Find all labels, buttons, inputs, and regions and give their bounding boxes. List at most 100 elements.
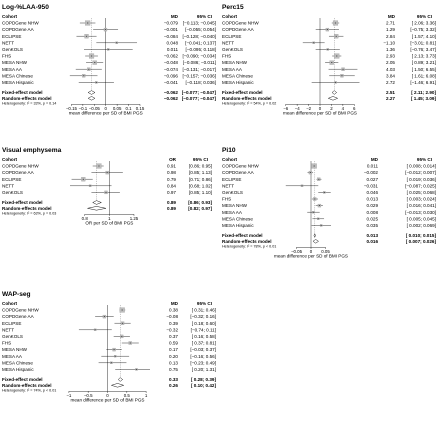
study-estimate: 2.84 <box>386 34 395 39</box>
study-ci: [−0.131; −0.017] <box>183 67 216 72</box>
study-ci: [−0.157; −0.036] <box>183 73 216 78</box>
x-tick-label: 6 <box>353 106 356 111</box>
x-tick-label: −0.05 <box>89 106 101 111</box>
study-ci: [ 0.002; 0.069] <box>407 223 436 228</box>
study-ci: [ 1.61; 6.08] <box>412 73 436 78</box>
study-ci: [ 0.20; 1.31] <box>192 367 216 372</box>
study-label: FHS <box>2 54 11 59</box>
study-ci: [−0.113; −0.045] <box>183 21 216 26</box>
study-estimate: 0.027 <box>367 177 379 182</box>
x-tick-label: −0.5 <box>84 393 93 398</box>
study-estimate: 0.97 <box>167 190 176 195</box>
x-tick-label: 0 <box>310 249 313 254</box>
study-ci: [−0.16; 0.56] <box>190 354 216 359</box>
study-ci: [−0.32; 0.16] <box>190 314 216 319</box>
study-ci: [−0.74; 0.11] <box>191 327 216 332</box>
study-label: MESA AA <box>2 67 23 72</box>
study-label: COPDGene NHW <box>2 21 39 26</box>
study-estimate: 2.71 <box>386 21 395 26</box>
study-label: FHS <box>222 54 231 59</box>
study-label: MESA Hispanic <box>2 367 34 372</box>
study-label: MESA Chinese <box>222 216 253 221</box>
study-estimate: −0.079 <box>164 21 179 26</box>
study-label: GenKOLS <box>2 47 23 52</box>
study-estimate: 0.029 <box>367 203 379 208</box>
study-estimate: 0.013 <box>367 197 379 202</box>
study-label: GenKOLS <box>2 190 23 195</box>
study-ci: [−0.012; 0.007] <box>405 170 436 175</box>
random-effect-diamond <box>87 96 96 101</box>
study-estimate: 0.38 <box>169 308 178 313</box>
heterogeneity-text: Heterogeneity: I² = 74%, p < 0.01 <box>2 389 56 393</box>
study-estimate: 0.79 <box>167 177 176 182</box>
study-estimate: 1.29 <box>386 27 395 32</box>
study-estimate: 0.75 <box>169 367 178 372</box>
study-estimate: 2.05 <box>386 60 395 65</box>
study-estimate: 0.046 <box>367 190 379 195</box>
study-ci: [ 1.57; 4.10] <box>412 34 436 39</box>
study-ci: [0.85; 1.13] <box>189 170 212 175</box>
fixed-effect-label: Fixed-effect model <box>222 90 263 95</box>
fixed-effect-ci: [0.86; 0.93] <box>188 200 212 205</box>
column-header-estimate: MD <box>388 14 396 19</box>
study-label: COPDGene AA <box>2 170 35 175</box>
study-ci: [−0.76; 3.47] <box>410 47 436 52</box>
study-estimate: −0.08 <box>166 314 178 319</box>
study-estimate: 0.035 <box>367 223 379 228</box>
random-effect-diamond <box>87 206 107 211</box>
column-header-cohort: Cohort <box>2 14 18 19</box>
study-ci: [−3.01; 0.81] <box>410 40 436 45</box>
column-header-estimate: OR <box>169 157 177 162</box>
panel-title: WAP-seg <box>2 291 31 298</box>
column-header-ci: 95% CI <box>417 157 432 162</box>
fixed-effect-label: Fixed-effect model <box>2 90 43 95</box>
random-effect-estimate: 0.89 <box>167 206 176 211</box>
study-ci: [ 0.025; 0.068] <box>407 190 436 195</box>
random-effect-ci: [ 1.45; 3.09] <box>411 96 436 101</box>
study-ci: [0.71; 0.86] <box>189 177 212 182</box>
forest-panel-0: Log-%LAA-950 Cohort MD 95% CI COPDGene NHW −0… <box>2 4 216 116</box>
x-tick-label: −2 <box>306 106 312 111</box>
fixed-effect-estimate: 0.33 <box>169 377 178 382</box>
column-header-estimate: MD <box>171 301 179 306</box>
study-label: MESA Chinese <box>222 73 253 78</box>
random-effect-diamond <box>110 383 125 388</box>
x-axis-label: mean difference per SD of BMI PGS <box>274 254 348 259</box>
study-estimate: −0.062 <box>164 54 179 59</box>
column-header-estimate: MD <box>171 14 179 19</box>
fixed-effect-diamond <box>117 377 123 382</box>
study-estimate: −0.074 <box>164 67 179 72</box>
study-label: MESA NHW <box>222 60 248 65</box>
fixed-effect-estimate: 0.89 <box>167 200 176 205</box>
study-label: GenKOLS <box>222 190 243 195</box>
column-header-ci: 95% CI <box>193 157 208 162</box>
study-label: MESA Chinese <box>2 360 33 365</box>
study-estimate: 0.20 <box>169 354 178 359</box>
x-axis-label: mean difference per SD of BMI PGS <box>283 111 357 116</box>
study-estimate: 0.011 <box>367 164 379 169</box>
study-label: MESA NHW <box>2 60 28 65</box>
study-ci: [−0.128; −0.040] <box>183 34 216 39</box>
study-label: NETT <box>222 40 234 45</box>
study-ci: [0.86; 0.95] <box>189 164 212 169</box>
study-estimate: 0.59 <box>169 341 178 346</box>
random-effect-label: Random-effects model <box>2 383 52 388</box>
study-estimate: 0.008 <box>367 210 379 215</box>
study-estimate: 0.13 <box>169 360 178 365</box>
study-ci: [−0.095; 0.118] <box>186 47 216 52</box>
random-effect-ci: [ 0.007; 0.026] <box>406 239 437 244</box>
random-effect-label: Random-effects model <box>222 96 272 101</box>
study-ci: [0.85; 1.10] <box>189 190 212 195</box>
study-label: MESA Hispanic <box>2 80 34 85</box>
study-ci: [−0.75; 3.32] <box>410 27 436 32</box>
study-label: MESA NHW <box>222 203 248 208</box>
study-estimate: 0.84 <box>167 183 176 188</box>
random-effect-diamond <box>327 96 339 101</box>
study-label: MESA Chinese <box>2 73 33 78</box>
x-tick-label: 1 <box>108 216 111 221</box>
study-estimate: 0.39 <box>169 321 178 326</box>
study-ci: [ 0.31; 0.46] <box>192 308 216 313</box>
fixed-effect-label: Fixed-effect model <box>222 233 263 238</box>
forest-panel-3: Pi10 Cohort MD 95% CI COPDGene NHW 0.011 [ 0.0… <box>222 147 436 259</box>
